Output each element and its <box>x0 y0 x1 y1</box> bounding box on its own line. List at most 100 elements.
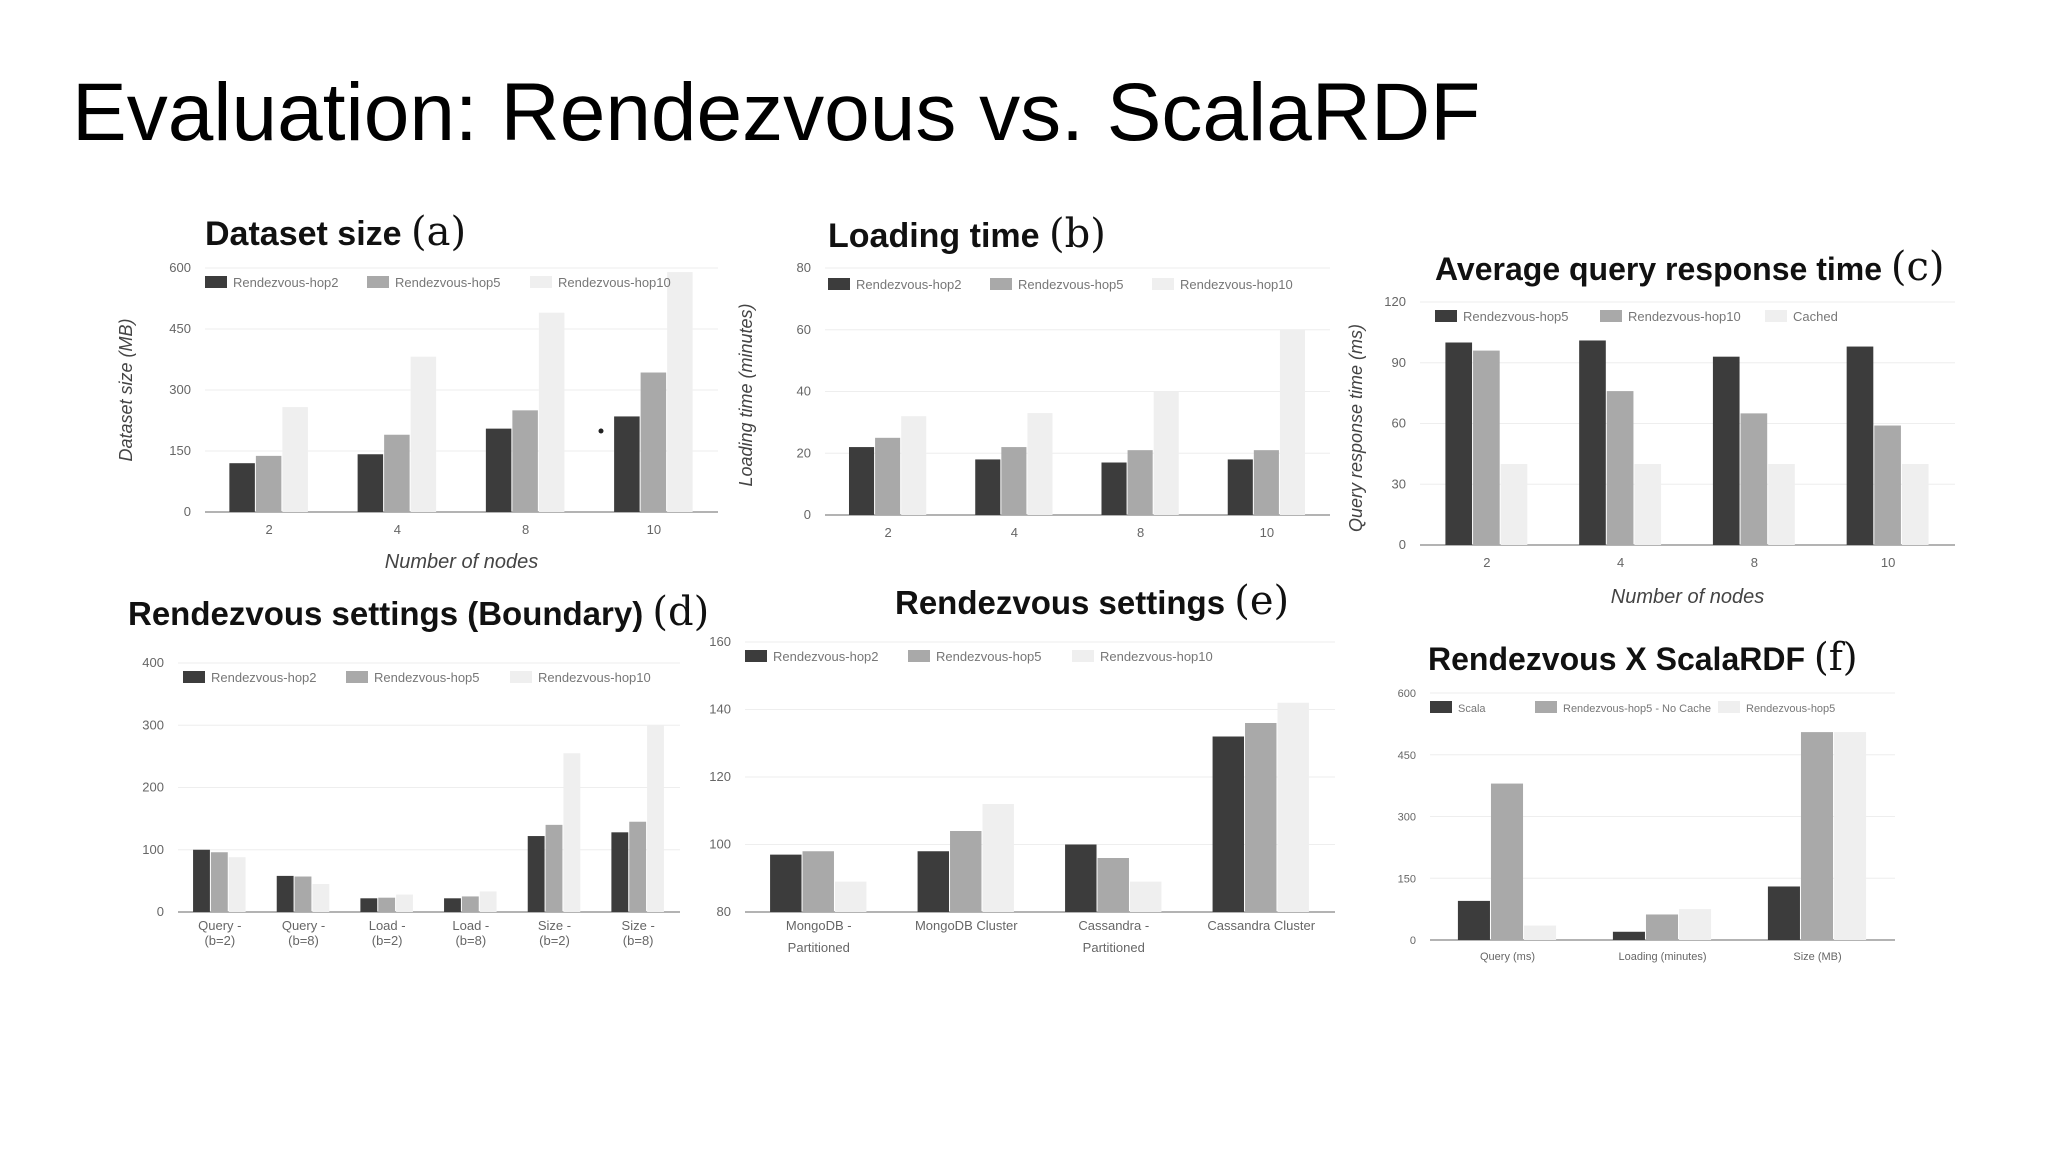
bar-2 <box>1127 450 1153 515</box>
chart-title-text: Average query response time <box>1435 251 1891 287</box>
x-tick-label: (b=2) <box>539 933 570 948</box>
bar-3 <box>282 407 308 512</box>
bar-2 <box>1473 350 1500 545</box>
legend-label-3: Rendezvous-hop10 <box>1100 649 1213 664</box>
legend-label-3: Rendezvous-hop10 <box>1180 277 1293 292</box>
x-tick-label: Partitioned <box>788 940 850 955</box>
y-tick-label: 90 <box>1392 355 1406 370</box>
bar-2 <box>1874 425 1901 545</box>
legend-label-1: Rendezvous-hop2 <box>211 670 317 685</box>
bar-1 <box>611 832 629 912</box>
chart-title-text: Dataset size <box>205 215 411 253</box>
chart-title-tag: (a) <box>411 209 466 255</box>
x-tick-label: Load - <box>369 918 406 933</box>
bar-1 <box>1612 931 1645 940</box>
bar-3 <box>1901 464 1929 545</box>
bar-1 <box>444 898 461 912</box>
y-tick-label: 0 <box>1399 537 1406 552</box>
legend-swatch-1 <box>183 671 205 683</box>
bar-3 <box>834 881 867 912</box>
legend-label-3: Rendezvous-hop10 <box>538 670 651 685</box>
bar-1 <box>276 875 294 912</box>
legend-swatch-1 <box>745 650 767 662</box>
bar-2 <box>294 876 312 912</box>
chart-title: Loading time (b) <box>828 211 1106 257</box>
y-tick-label: 400 <box>142 655 164 670</box>
bar-2 <box>1001 447 1027 515</box>
legend-swatch-3 <box>1152 278 1174 290</box>
x-tick-label: (b=2) <box>204 933 235 948</box>
y-tick-label: 160 <box>709 634 731 649</box>
chart-title-text: Rendezvous settings <box>895 584 1234 621</box>
x-tick-label: Query - <box>282 918 325 933</box>
legend-swatch-3 <box>1718 701 1740 713</box>
x-axis-label: Number of nodes <box>385 551 538 573</box>
chart-title: Average query response time (c) <box>1435 244 1945 290</box>
y-axis-label: Loading time (minutes) <box>736 303 756 486</box>
bar-3 <box>479 891 497 912</box>
y-tick-label: 60 <box>1392 416 1406 431</box>
bar-1 <box>1846 346 1874 545</box>
x-tick-label: 8 <box>1751 555 1758 570</box>
legend-label-3: Rendezvous-hop5 <box>1746 703 1835 715</box>
x-tick-label: 10 <box>647 522 661 537</box>
x-tick-label: 4 <box>1011 525 1018 540</box>
bar-3 <box>538 312 565 512</box>
bar-3 <box>1768 464 1795 545</box>
bar-1 <box>975 459 1001 515</box>
bar-3 <box>1634 464 1662 545</box>
chart-title-text: Rendezvous settings (Boundary) <box>128 595 652 632</box>
chart-title: Dataset size (a) <box>205 209 466 255</box>
bar-2 <box>950 831 982 912</box>
y-axis-label: Query response time (ms) <box>1346 324 1366 532</box>
bar-2 <box>1800 732 1834 940</box>
chart-title: Rendezvous settings (e) <box>895 578 1289 624</box>
y-tick-label: 450 <box>169 321 191 336</box>
bar-2 <box>384 434 410 512</box>
bar-3 <box>410 356 437 512</box>
bar-1 <box>614 416 640 512</box>
legend-swatch-1 <box>828 278 850 290</box>
bar-1 <box>848 447 875 515</box>
legend-label-2: Rendezvous-hop5 <box>1018 277 1124 292</box>
chart-a: Dataset size (a) 0 150 300 450 600 2 4 8 10 Rendez… <box>116 209 718 573</box>
legend-swatch-1 <box>205 276 227 288</box>
x-tick-label: 10 <box>1260 525 1274 540</box>
chart-b: Loading time (b) 0 20 40 60 80 2 4 8 10 Rendezvous… <box>736 211 1330 540</box>
chart-f: Rendezvous X ScalaRDF (f) 0 150 300 450 600 Qu… <box>1398 635 1895 963</box>
bar-3 <box>1277 702 1309 912</box>
x-tick-label: 10 <box>1881 555 1895 570</box>
bar-2 <box>1490 783 1524 940</box>
y-tick-label: 20 <box>797 445 811 460</box>
x-tick-label: Query - <box>198 918 241 933</box>
y-tick-label: 140 <box>709 702 731 717</box>
bar-3 <box>228 857 246 912</box>
y-tick-label: 150 <box>1398 873 1416 885</box>
y-tick-label: 300 <box>1398 812 1416 824</box>
x-tick-label: Partitioned <box>1083 940 1145 955</box>
y-tick-label: 40 <box>797 384 811 399</box>
legend-label-2: Rendezvous-hop5 <box>374 670 480 685</box>
x-tick-label: Query (ms) <box>1480 951 1535 963</box>
y-tick-label: 600 <box>169 260 191 275</box>
chart-title-text: Rendezvous X ScalaRDF <box>1428 641 1814 677</box>
bar-2 <box>875 437 901 515</box>
bar-1 <box>527 836 545 912</box>
y-tick-label: 0 <box>157 904 164 919</box>
bar-3 <box>1679 909 1712 940</box>
bar-2 <box>802 851 834 912</box>
y-tick-label: 0 <box>804 507 811 522</box>
legend-label-2: Rendezvous-hop5 - No Cache <box>1563 703 1711 715</box>
bar-3 <box>396 894 413 912</box>
x-tick-label: (b=8) <box>623 933 654 948</box>
x-tick-label: Size (MB) <box>1793 951 1841 963</box>
bar-2 <box>1645 914 1679 940</box>
chart-title-tag: (d) <box>652 589 709 635</box>
x-tick-label: 8 <box>522 522 529 537</box>
x-tick-label: Cassandra Cluster <box>1207 918 1315 933</box>
bar-3 <box>312 883 330 912</box>
y-tick-label: 120 <box>1384 294 1406 309</box>
x-tick-label: Loading (minutes) <box>1618 951 1706 963</box>
bar-2 <box>1245 723 1277 912</box>
